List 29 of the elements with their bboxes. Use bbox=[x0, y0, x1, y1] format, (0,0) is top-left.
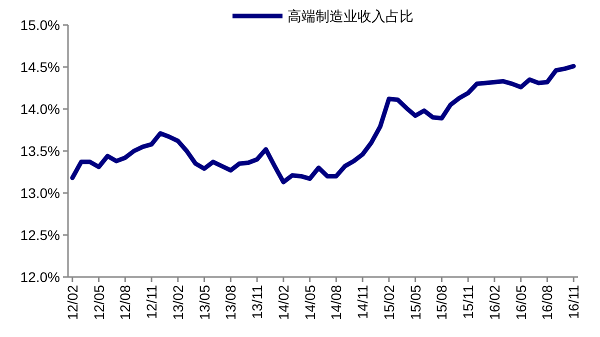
x-tick-label: 16/05 bbox=[512, 284, 529, 320]
x-tick-label: 13/05 bbox=[196, 284, 212, 320]
y-tick-label: 13.5% bbox=[20, 143, 60, 159]
x-tick-label: 13/02 bbox=[170, 284, 186, 320]
x-tick-label: 12/11 bbox=[144, 284, 160, 319]
x-tick-label: 14/02 bbox=[275, 284, 292, 320]
y-tick-label: 15.0% bbox=[20, 17, 60, 33]
x-tick-label: 12/08 bbox=[117, 284, 134, 320]
y-tick-label: 14.5% bbox=[20, 59, 60, 75]
x-tick-label: 14/11 bbox=[354, 284, 371, 319]
x-tick-label: 13/08 bbox=[222, 284, 239, 320]
y-tick-label: 13.0% bbox=[20, 185, 60, 201]
x-tick-label: 13/11 bbox=[249, 284, 266, 319]
x-tick-label: 12/05 bbox=[90, 284, 107, 320]
x-tick-label: 16/02 bbox=[486, 284, 502, 320]
x-tick-label: 15/08 bbox=[434, 284, 450, 320]
x-tick-label: 15/05 bbox=[407, 284, 424, 320]
x-tick-label: 16/11 bbox=[566, 284, 582, 319]
y-tick-label: 12.5% bbox=[20, 227, 60, 243]
x-tick-label: 12/02 bbox=[64, 284, 80, 320]
line-series bbox=[70, 64, 576, 184]
y-tick-label: 14.0% bbox=[20, 101, 60, 117]
legend-label: 高端制造业收入占比 bbox=[288, 8, 414, 24]
x-tick-label: 14/05 bbox=[302, 284, 318, 320]
x-tick-label: 14/08 bbox=[328, 284, 344, 320]
x-tick-label: 16/08 bbox=[539, 284, 556, 320]
x-tick-label: 15/11 bbox=[460, 284, 476, 319]
y-tick-label: 12.0% bbox=[20, 269, 60, 285]
x-tick-label: 15/02 bbox=[380, 284, 397, 320]
